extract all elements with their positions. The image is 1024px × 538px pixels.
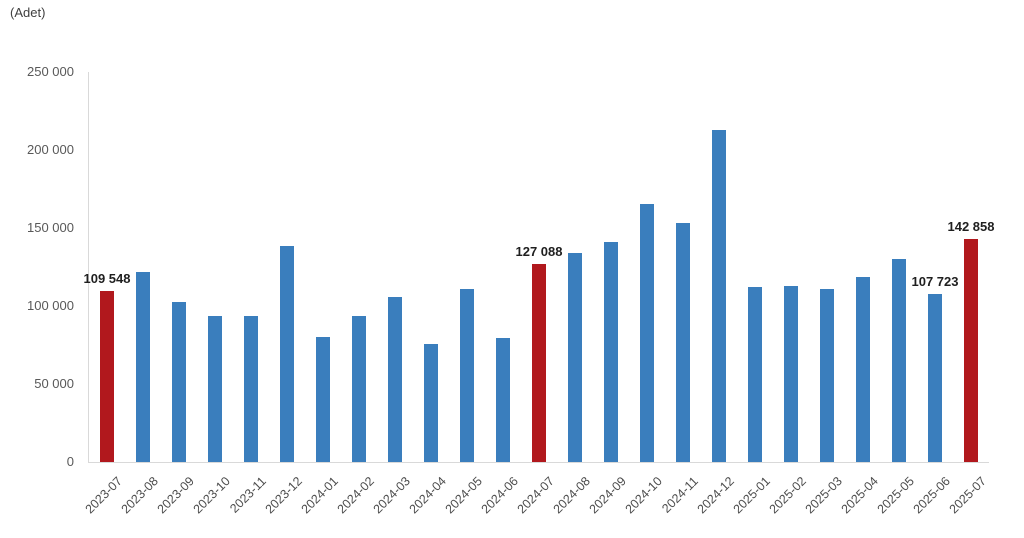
bar-2024-09 — [604, 242, 618, 462]
x-tick-label: 2024-04 — [406, 474, 449, 517]
x-tick-label: 2025-03 — [802, 474, 845, 517]
bar-2023-09 — [172, 301, 186, 462]
y-tick-label: 100 000 — [27, 298, 74, 313]
y-tick-label: 0 — [66, 454, 74, 469]
x-tick-label: 2024-11 — [659, 474, 701, 516]
bar-2025-01 — [748, 286, 762, 462]
bar-value-label: 107 723 — [911, 273, 959, 289]
y-tick-label: 150 000 — [27, 220, 74, 235]
bar-2025-02 — [784, 286, 798, 462]
bar-2023-07 — [100, 291, 114, 462]
bar-2024-01 — [316, 336, 330, 462]
x-tick-label: 2025-06 — [910, 474, 953, 517]
x-tick-label: 2025-02 — [766, 474, 809, 517]
x-tick-label: 2024-05 — [442, 474, 485, 517]
x-tick-label: 2025-05 — [874, 474, 917, 517]
bar-value-label: 142 858 — [947, 219, 995, 235]
x-tick-label: 2024-12 — [694, 474, 737, 517]
bar-2023-12 — [280, 245, 294, 462]
y-tick-label: 200 000 — [27, 142, 74, 157]
bar-2024-10 — [640, 204, 654, 462]
y-tick-label: 250 000 — [27, 64, 74, 79]
bar-2024-02 — [352, 315, 366, 462]
x-tick-label: 2024-03 — [370, 474, 413, 517]
x-tick-label: 2025-04 — [838, 474, 881, 517]
bar-value-label: 127 088 — [515, 243, 563, 259]
x-tick-label: 2023-07 — [82, 474, 125, 517]
x-tick-label: 2023-09 — [154, 474, 197, 517]
x-axis-labels: 2023-07 2023-08 2023-09 2023-10 2023-11 2023-… — [83, 470, 1008, 536]
x-tick-label: 2023-08 — [118, 474, 161, 517]
x-tick-label: 2024-10 — [622, 474, 665, 517]
bar-2023-10 — [208, 315, 222, 462]
x-tick-label: 2024-08 — [550, 474, 593, 517]
bar-2024-03 — [388, 297, 402, 462]
bar-2024-07 — [532, 263, 546, 462]
bar-2024-05 — [460, 289, 474, 462]
x-tick-label: 2025-01 — [730, 474, 773, 517]
bar-2023-08 — [136, 271, 150, 462]
bar-2024-08 — [568, 252, 582, 462]
bar-2025-07 — [964, 239, 978, 462]
y-tick-label: 50 000 — [34, 376, 74, 391]
x-tick-label: 2025-07 — [946, 474, 989, 517]
y-axis-unit-label: (Adet) — [10, 5, 46, 20]
x-tick-label: 2024-02 — [334, 474, 377, 517]
bar-2024-06 — [496, 338, 510, 462]
plot-area: 109 548 127 088 107 723 142 858 — [84, 72, 995, 463]
bar-2024-12 — [712, 130, 726, 462]
bar-2024-11 — [676, 223, 690, 462]
x-tick-label: 2024-09 — [586, 474, 629, 517]
x-tick-label: 2024-01 — [298, 474, 341, 517]
bar-2025-05 — [892, 259, 906, 462]
bar-value-label: 109 548 — [83, 271, 131, 287]
bar-2025-03 — [820, 289, 834, 462]
x-tick-label: 2023-12 — [262, 474, 305, 517]
bar-2023-11 — [244, 316, 258, 462]
bar-2024-04 — [424, 344, 438, 462]
x-tick-label: 2023-10 — [190, 474, 233, 517]
x-tick-label: 2023-11 — [227, 474, 269, 516]
bar-2025-04 — [856, 277, 870, 462]
x-tick-label: 2024-06 — [478, 474, 521, 517]
x-tick-label: 2024-07 — [514, 474, 557, 517]
y-axis-ticks: 0 50 000 100 000 150 000 200 000 250 000 — [0, 64, 74, 469]
bar-2025-06 — [928, 293, 942, 462]
